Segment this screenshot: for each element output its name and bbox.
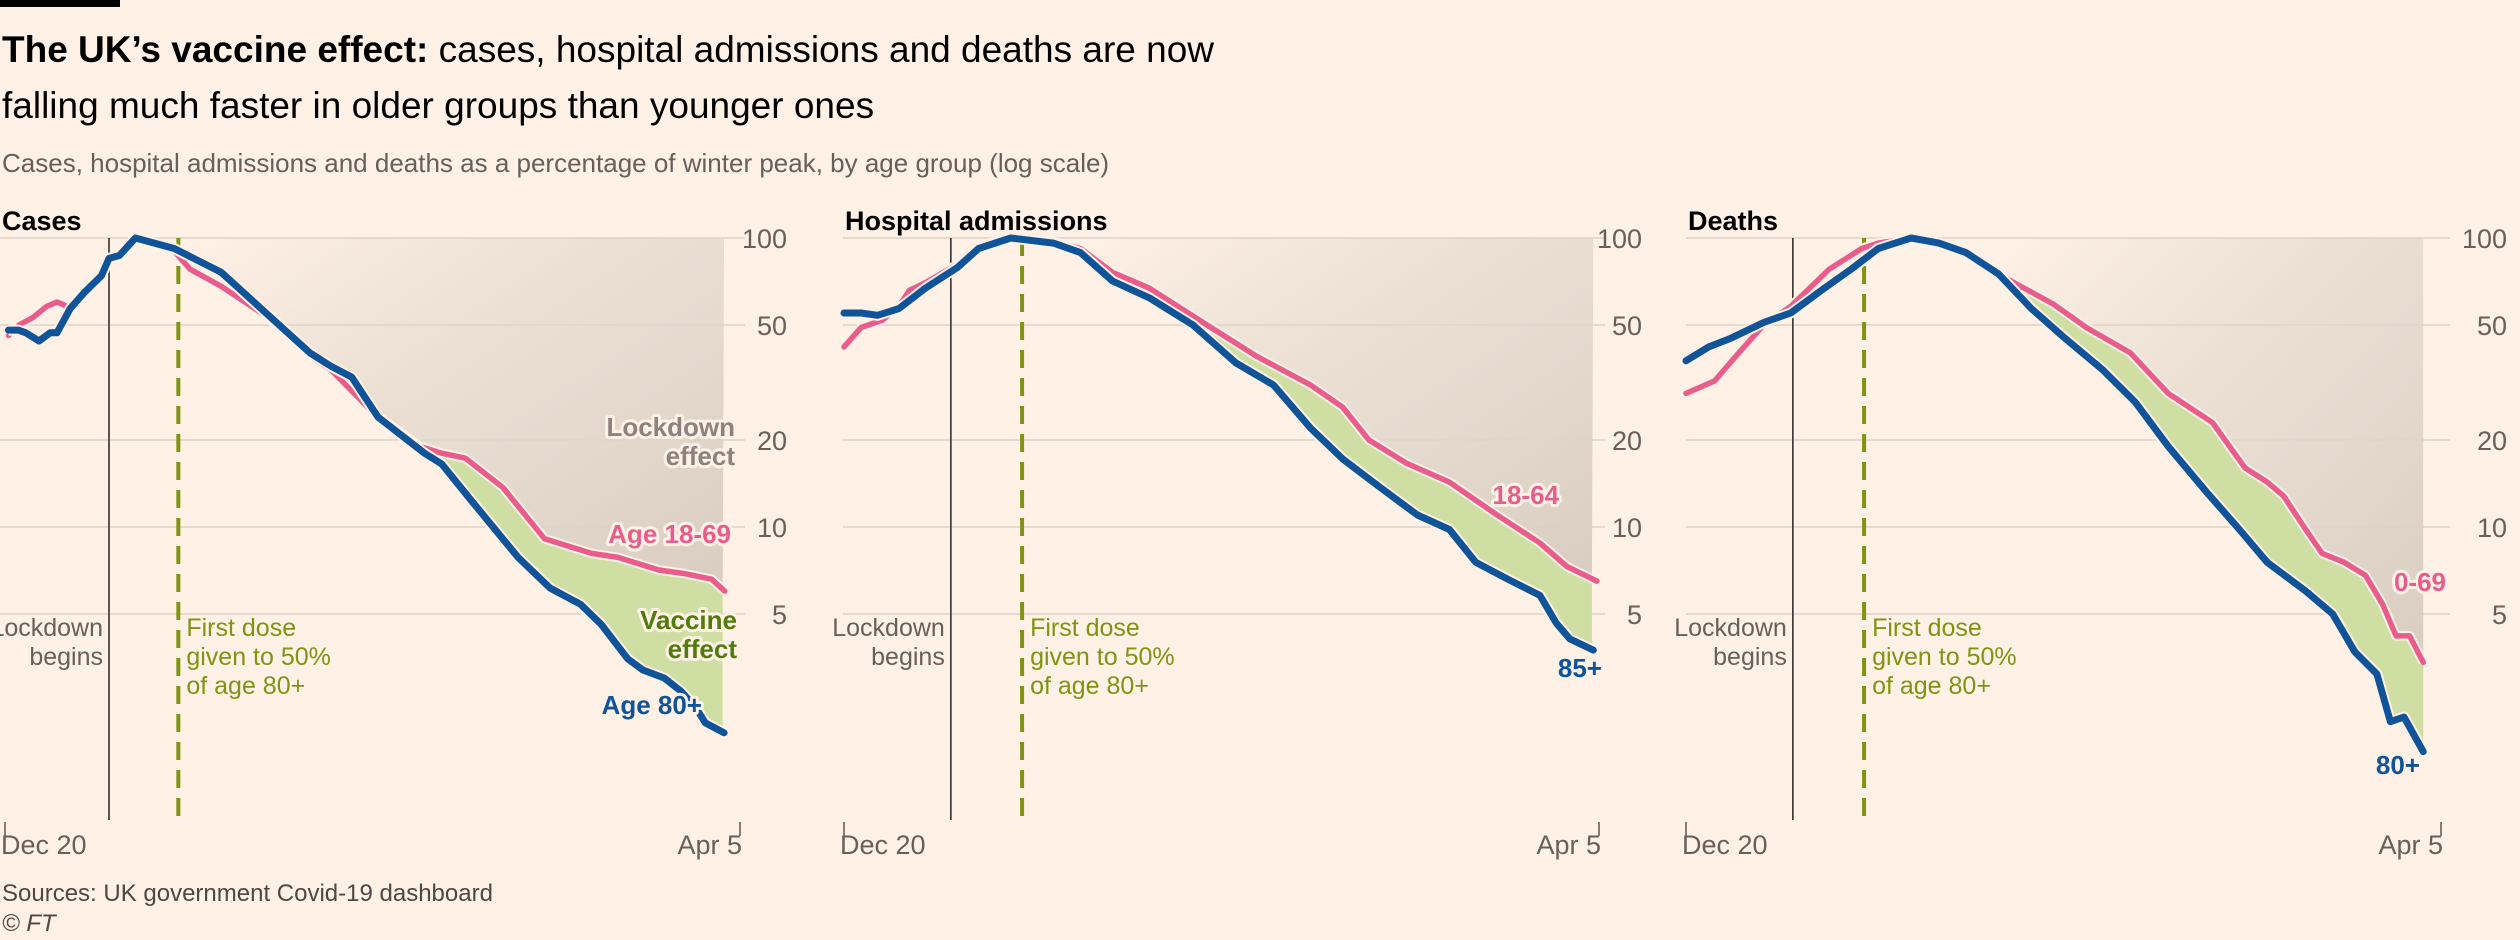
series-line-young [841, 235, 1600, 584]
first-dose-label: of age 80+ [1030, 672, 1149, 700]
ft-top-bar [0, 0, 120, 7]
y-tick-label: 20 [1612, 426, 1642, 456]
vaccine-effect-label: effect [668, 634, 738, 664]
y-tick-label: 50 [757, 311, 787, 341]
lockdown-label: begins [29, 643, 103, 671]
lockdown-effect-label: Lockdown [606, 412, 735, 442]
lockdown-label: begins [1713, 643, 1787, 671]
series-label-young: Age 18-69 [608, 519, 731, 549]
chart-title: The UK’s vaccine effect: cases, hospital… [2, 22, 1302, 134]
y-tick-label: 10 [2477, 513, 2507, 543]
y-tick-label: 5 [2492, 600, 2507, 630]
x-tick-label: Apr 5 [1536, 830, 1601, 860]
panel-hospital-admissions: Hospital admissions 100 50 20 10 5 Lockdownbeg… [830, 206, 1642, 860]
chart-subtitle: Cases, hospital admissions and deaths as… [2, 148, 1110, 178]
series-label-old: Age 80+ [602, 690, 702, 720]
panel-title: Deaths [1688, 206, 1778, 236]
panel-title: Cases [2, 206, 82, 236]
series-line-young [5, 235, 728, 594]
panel-title: Hospital admissions [845, 206, 1108, 236]
x-tick-label: Dec 20 [1, 830, 87, 860]
lockdown-label: begins [871, 643, 945, 671]
x-tick-label: Apr 5 [2378, 830, 2443, 860]
y-tick-label: 20 [757, 426, 787, 456]
chart-title-rest: cases, hospital admissions and deaths ar… [2, 29, 1215, 126]
chart-title-bold: The UK’s vaccine effect: [2, 29, 429, 70]
y-tick-label: 10 [1612, 513, 1642, 543]
first-dose-label: given to 50% [186, 643, 331, 671]
x-tick-label: Dec 20 [840, 830, 926, 860]
series-line-old [1682, 234, 2427, 756]
y-tick-label: 100 [742, 224, 787, 254]
y-tick-label: 5 [1627, 600, 1642, 630]
lockdown-label: Lockdown [1674, 614, 1787, 642]
series-line-old [840, 234, 1597, 654]
lockdown-label: Lockdown [832, 614, 945, 642]
copyright: © FT [2, 910, 56, 937]
y-tick-label: 10 [757, 513, 787, 543]
series-label-old: 80+ [2376, 750, 2420, 780]
lockdown-label: Lockdown [0, 614, 103, 642]
x-tick-label: Dec 20 [1682, 830, 1768, 860]
first-dose-label: First dose [1872, 614, 1982, 642]
lockdown-effect-area [192, 238, 725, 590]
series-label-young: 18-64 [1493, 480, 1560, 510]
lockdown-effect-area [2006, 238, 2424, 663]
lockdown-effect-label: effect [666, 441, 736, 471]
first-dose-label: First dose [1030, 614, 1140, 642]
y-tick-label: 100 [2462, 224, 2507, 254]
y-tick-label: 100 [1597, 224, 1642, 254]
y-tick-label: 50 [2477, 311, 2507, 341]
source-note: Sources: UK government Covid-19 dashboar… [2, 880, 493, 907]
vaccine-effect-label: Vaccine [640, 605, 737, 635]
x-tick-label: Apr 5 [677, 830, 742, 860]
first-dose-label: given to 50% [1872, 643, 2017, 671]
first-dose-label: First dose [186, 614, 296, 642]
series-label-young: 0-69 [2394, 567, 2446, 597]
y-tick-label: 20 [2477, 426, 2507, 456]
series-line-young [1683, 235, 2426, 666]
first-dose-label: of age 80+ [1872, 672, 1991, 700]
y-tick-label: 5 [772, 600, 787, 630]
series-label-old: 85+ [1558, 653, 1602, 683]
y-tick-label: 50 [1612, 311, 1642, 341]
first-dose-label: given to 50% [1030, 643, 1175, 671]
first-dose-label: of age 80+ [186, 672, 305, 700]
series-line-old [5, 234, 728, 737]
